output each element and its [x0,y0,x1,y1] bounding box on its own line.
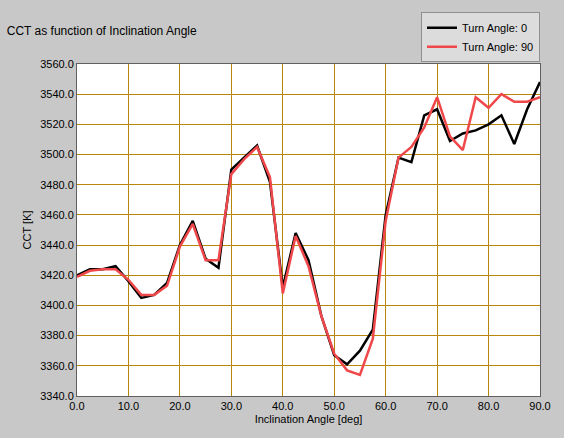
svg-text:CCT [K]: CCT [K] [21,211,33,250]
svg-text:50.0: 50.0 [324,400,345,412]
svg-text:CCT as function of Inclination: CCT as function of Inclination Angle [7,24,197,38]
svg-text:3400.0: 3400.0 [40,299,74,311]
svg-text:3480.0: 3480.0 [40,179,74,191]
svg-text:3520.0: 3520.0 [40,118,74,130]
svg-text:20.0: 20.0 [169,400,190,412]
svg-text:30.0: 30.0 [221,400,242,412]
svg-text:Inclination Angle [deg]: Inclination Angle [deg] [255,413,363,425]
svg-text:3440.0: 3440.0 [40,239,74,251]
svg-text:3420.0: 3420.0 [40,269,74,281]
svg-text:3460.0: 3460.0 [40,209,74,221]
svg-text:Turn Angle: 90: Turn Angle: 90 [462,41,533,53]
svg-text:80.0: 80.0 [478,400,499,412]
svg-text:40.0: 40.0 [272,400,293,412]
svg-text:10.0: 10.0 [118,400,139,412]
svg-text:0.0: 0.0 [69,400,84,412]
svg-text:3540.0: 3540.0 [40,88,74,100]
svg-text:3340.0: 3340.0 [40,390,74,402]
svg-text:3500.0: 3500.0 [40,148,74,160]
svg-text:70.0: 70.0 [426,400,447,412]
svg-text:60.0: 60.0 [375,400,396,412]
svg-text:3360.0: 3360.0 [40,360,74,372]
svg-text:3560.0: 3560.0 [40,58,74,70]
svg-text:90.0: 90.0 [529,400,550,412]
svg-text:3380.0: 3380.0 [40,329,74,341]
svg-text:Turn Angle: 0: Turn Angle: 0 [462,22,527,34]
